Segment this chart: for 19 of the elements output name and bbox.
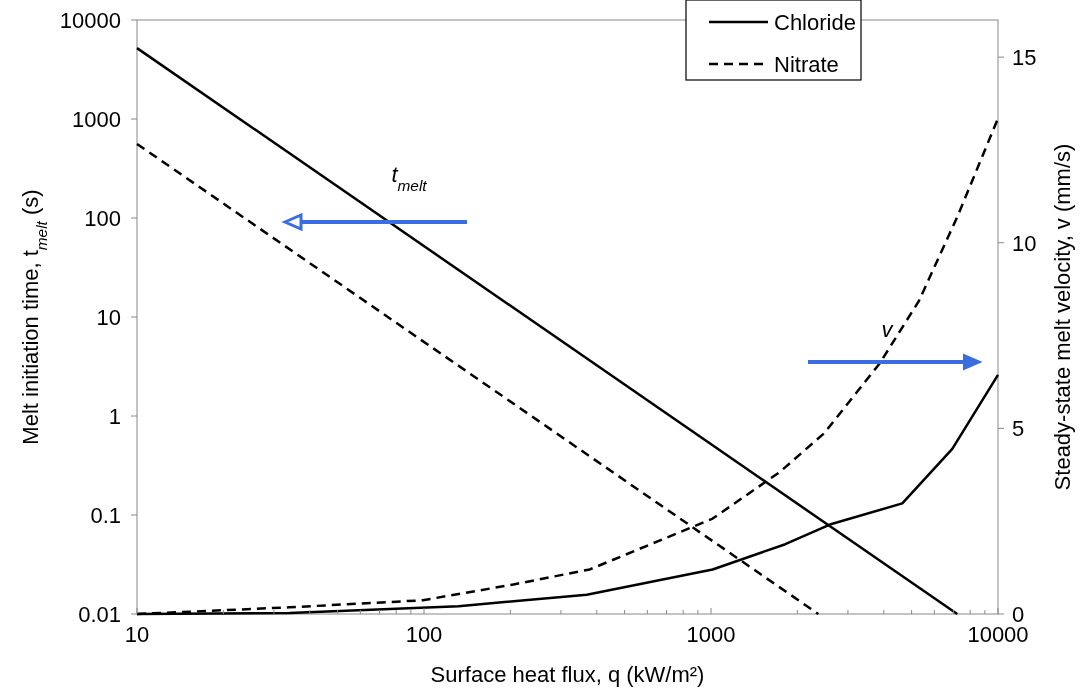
y2-tick-label: 10 xyxy=(1012,230,1037,256)
y-tick-label: 0.01 xyxy=(78,602,121,627)
annotation: v xyxy=(881,317,895,342)
y-tick-label: 100 xyxy=(84,206,121,231)
y-tick-label: 10000 xyxy=(59,8,121,33)
y-tick-label: 1 xyxy=(108,404,121,429)
annotation: t$_{melt}$ xyxy=(391,162,428,194)
y2-axis-title: Steady-state melt velocity, v (mm/s) xyxy=(1050,143,1075,491)
y-tick-label: 0.1 xyxy=(90,503,121,528)
x-tick-label: 1000 xyxy=(686,622,736,647)
x-tick-label: 10 xyxy=(124,622,150,647)
legend-label: Chloride xyxy=(774,10,856,35)
y2-tick-label: 15 xyxy=(1012,45,1037,71)
x-axis-title: Surface heat flux, q (kW/m²) xyxy=(430,662,705,687)
x-tick-label: 100 xyxy=(405,622,443,647)
y2-tick-label: 5 xyxy=(1012,416,1025,442)
y-tick-label: 10 xyxy=(96,305,121,330)
legend-label: Nitrate xyxy=(774,52,839,77)
y-tick-label: 1000 xyxy=(72,107,121,132)
